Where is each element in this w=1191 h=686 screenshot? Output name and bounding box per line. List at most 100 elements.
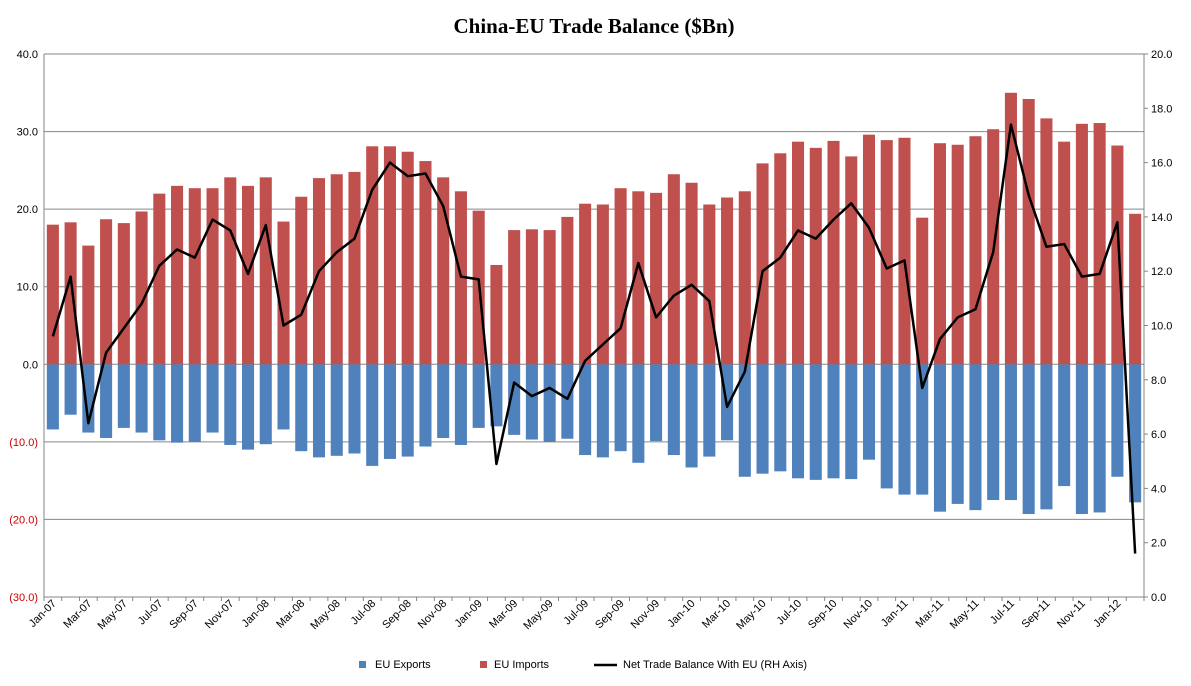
bar-eu-imports-may-11 <box>969 136 982 365</box>
bar-eu-exports-apr-08 <box>312 364 326 458</box>
bar-eu-exports-aug-09 <box>596 364 609 458</box>
x-axis-tick-label: Sep-10 <box>806 598 840 632</box>
right-axis-tick-label: 8.0 <box>1151 375 1166 387</box>
bar-eu-exports-jul-10 <box>792 364 805 479</box>
x-axis-tick-label: Nov-08 <box>416 598 450 632</box>
bar-eu-exports-nov-10 <box>862 364 876 460</box>
bar-eu-exports-oct-09 <box>632 364 645 463</box>
legend-label-eu-exports: EU Exports <box>375 659 431 671</box>
bar-eu-imports-oct-10 <box>845 156 858 365</box>
bar-eu-imports-jun-09 <box>561 216 574 365</box>
x-axis-tick-label: Jul-07 <box>136 598 166 628</box>
bar-eu-exports-jan-09 <box>472 364 485 428</box>
bar-eu-exports-jan-07 <box>46 364 59 430</box>
bar-eu-exports-sep-07 <box>188 364 201 442</box>
left-axis-tick-label: 20.0 <box>17 204 38 216</box>
legend: EU Exports EU Imports Net Trade Balance … <box>359 659 807 671</box>
bar-eu-imports-feb-09 <box>490 264 503 365</box>
bar-eu-imports-dec-10 <box>880 140 893 365</box>
bar-eu-exports-jul-09 <box>579 364 592 456</box>
bar-eu-exports-apr-11 <box>951 364 964 504</box>
right-axis-tick-label: 12.0 <box>1151 266 1172 278</box>
bar-eu-exports-dec-09 <box>667 364 680 456</box>
right-axis-tick-label: 2.0 <box>1151 538 1166 550</box>
bar-eu-exports-feb-10 <box>703 364 716 457</box>
bar-eu-imports-sep-07 <box>188 188 201 365</box>
bar-eu-exports-nov-07 <box>224 364 237 445</box>
legend-swatch-eu-exports <box>359 661 366 668</box>
bar-eu-imports-mar-07 <box>82 245 95 365</box>
bar-eu-exports-sep-08 <box>401 364 414 457</box>
x-axis-tick-label: May-07 <box>96 598 130 632</box>
bar-eu-imports-jan-07 <box>46 224 59 365</box>
bar-eu-imports-apr-07 <box>100 219 113 365</box>
right-axis-tick-label: 20.0 <box>1151 49 1172 61</box>
bar-eu-exports-may-10 <box>756 364 769 474</box>
bar-eu-imports-may-08 <box>330 174 343 365</box>
bar-eu-exports-mar-08 <box>295 364 308 452</box>
x-axis-tick-label: Nov-07 <box>203 598 237 632</box>
bar-eu-exports-sep-09 <box>614 364 627 452</box>
bar-eu-imports-apr-10 <box>738 191 751 365</box>
right-axis-tick-label: 16.0 <box>1151 158 1172 170</box>
bar-eu-exports-jan-11 <box>898 364 911 495</box>
bar-eu-imports-jan-10 <box>685 182 698 365</box>
bar-eu-exports-jun-10 <box>774 364 787 472</box>
net-balance-line-layer <box>51 123 1137 554</box>
bar-eu-exports-dec-07 <box>242 364 255 450</box>
right-axis-tick-label: 6.0 <box>1151 429 1166 441</box>
bar-eu-imports-jul-07 <box>153 193 166 365</box>
bar-eu-exports-oct-10 <box>845 364 858 480</box>
bar-eu-exports-may-07 <box>117 364 130 428</box>
bar-eu-imports-nov-11 <box>1075 123 1088 365</box>
left-axis-tick-label: 40.0 <box>17 49 38 61</box>
bar-eu-imports-aug-09 <box>596 204 609 365</box>
x-axis-tick-label: Jul-09 <box>562 598 592 628</box>
bar-eu-exports-may-08 <box>330 364 343 456</box>
bar-eu-exports-oct-11 <box>1058 364 1071 487</box>
x-axis-tick-label: Mar-11 <box>914 598 947 631</box>
bar-eu-imports-jun-08 <box>348 171 361 365</box>
x-axis-tick-label: May-11 <box>948 598 982 632</box>
bar-eu-imports-may-07 <box>117 223 130 365</box>
x-axis-tick-label: Jul-10 <box>774 598 804 628</box>
bar-eu-exports-apr-10 <box>738 364 751 477</box>
bar-eu-imports-may-09 <box>543 230 556 365</box>
bar-eu-exports-feb-11 <box>916 364 929 495</box>
bar-eu-exports-may-11 <box>969 364 982 511</box>
bar-eu-imports-dec-09 <box>667 174 680 365</box>
x-axis-tick-label: Jan-12 <box>1091 598 1123 630</box>
bar-eu-imports-may-10 <box>756 163 769 365</box>
chart-title: China-EU Trade Balance ($Bn) <box>454 14 735 38</box>
x-axis-tick-label: Nov-09 <box>629 598 663 632</box>
x-axis-tick-label: Jul-11 <box>988 598 1017 627</box>
x-axis-tick-label: Sep-11 <box>1020 598 1053 631</box>
bar-eu-imports-jul-11 <box>1004 92 1017 365</box>
right-axis-tick-label: 4.0 <box>1151 483 1166 495</box>
bar-eu-exports-sep-10 <box>827 364 840 479</box>
bar-eu-exports-feb-12 <box>1129 364 1142 503</box>
x-axis-tick-label: Mar-07 <box>61 598 94 631</box>
bar-eu-exports-jan-12 <box>1111 364 1124 477</box>
bar-eu-imports-sep-10 <box>827 140 840 365</box>
bar-eu-imports-sep-11 <box>1040 118 1053 365</box>
bar-eu-imports-jan-12 <box>1111 145 1124 365</box>
line-net-trade-balance-with-eu-rh-axis <box>51 123 1137 554</box>
legend-swatch-eu-imports <box>480 661 487 668</box>
left-axis-tick-label: 0.0 <box>23 359 38 371</box>
bar-eu-imports-nov-10 <box>862 134 876 365</box>
left-axis-tick-label: (30.0) <box>9 592 38 604</box>
bar-eu-imports-feb-07 <box>64 222 77 365</box>
bar-eu-exports-jun-09 <box>561 364 574 439</box>
right-axis-tick-label: 14.0 <box>1151 212 1172 224</box>
bar-eu-imports-mar-10 <box>721 197 734 365</box>
left-axis-tick-label: (10.0) <box>9 437 38 449</box>
bar-eu-exports-dec-11 <box>1093 364 1106 513</box>
bar-eu-exports-aug-07 <box>171 364 184 443</box>
x-axis-tick-label: Jan-11 <box>879 598 911 630</box>
right-axis-tick-label: 0.0 <box>1151 592 1166 604</box>
bar-eu-imports-mar-11 <box>933 143 946 365</box>
x-axis-tick-label: May-08 <box>308 598 342 632</box>
bar-eu-imports-aug-07 <box>171 185 184 365</box>
